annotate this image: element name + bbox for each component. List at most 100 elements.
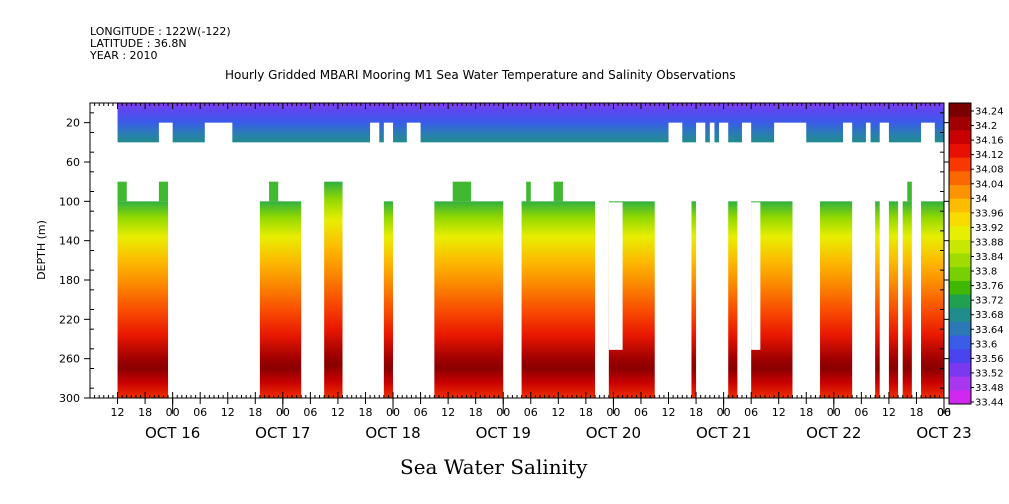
meta-longitude: LONGITUDE : 122W(-122) [90, 25, 231, 38]
deep-segment [383, 201, 394, 398]
surface-gap [842, 122, 853, 144]
deep-segment [820, 201, 853, 398]
x-tick-label: 06 [193, 406, 207, 419]
colorbar-swatch [949, 335, 971, 350]
deep-segment [691, 201, 697, 398]
colorbar-label: 33.96 [975, 208, 1004, 219]
colorbar-label: 33.48 [975, 383, 1004, 394]
surface-gap [719, 122, 729, 144]
colorbar-swatch [949, 226, 971, 241]
colorbar-swatch [949, 308, 971, 323]
colorbar-swatch [949, 185, 971, 200]
colorbar-label: 33.56 [975, 354, 1004, 365]
meta-latitude: LATITUDE : 36.8N [90, 37, 187, 50]
x-tick-label: 12 [662, 406, 676, 419]
colorbar-swatch [949, 294, 971, 309]
x-day-label: OCT 16 [145, 424, 200, 442]
x-day-label: OCT 19 [476, 424, 531, 442]
x-tick-label: 12 [111, 406, 125, 419]
deep-segment [921, 201, 944, 398]
colorbar-swatch [949, 267, 971, 282]
surface-gap [741, 122, 752, 144]
x-day-label: OCT 21 [696, 424, 751, 442]
colorbar: 34.24 34.2 34.16 34.12 34.08 34.04 34 33.96 33.9… [948, 102, 1004, 409]
x-tick-label: 06 [524, 406, 538, 419]
x-day-label: OCT 23 [916, 424, 971, 442]
colorbar-swatch [949, 362, 971, 378]
surface-gap [696, 122, 706, 144]
colorbar-label: 33.76 [975, 281, 1004, 292]
y-tick-label: 260 [59, 353, 80, 366]
surface-gap [879, 122, 889, 144]
surface-layer [117, 103, 944, 144]
colorbar-swatch [949, 103, 971, 118]
deep-segment [324, 181, 343, 398]
colorbar-swatch [949, 144, 971, 159]
deep-segment-hole [751, 202, 761, 350]
colorbar-label: 33.84 [975, 252, 1004, 263]
y-tick-label: 140 [59, 235, 80, 248]
y-tick-label: 60 [66, 156, 80, 169]
colorbar-label: 33.72 [975, 296, 1004, 307]
colorbar-label: 33.92 [975, 223, 1004, 234]
colorbar-swatch [949, 198, 971, 213]
x-tick-label: 12 [882, 406, 896, 419]
colorbar-swatch [949, 171, 971, 186]
deep-segment-top [117, 181, 127, 202]
colorbar-swatch [949, 116, 971, 131]
colorbar-swatch [949, 280, 971, 296]
x-tick-label: 12 [441, 406, 455, 419]
colorbar-label: 33.52 [975, 368, 1004, 379]
deep-segment-top [553, 181, 563, 202]
colorbar-swatch [949, 390, 971, 405]
colorbar-swatch [949, 239, 971, 254]
x-tick-label: 06 [744, 406, 758, 419]
deep-segment-top [452, 181, 472, 202]
surface-gap [921, 122, 935, 144]
colorbar-swatch [949, 321, 971, 337]
surface-gap [865, 122, 871, 144]
deep-segment [902, 201, 912, 398]
x-day-label: OCT 18 [365, 424, 420, 442]
deep-segment [259, 201, 302, 398]
x-tick-label: 18 [689, 406, 703, 419]
surface-gap [370, 122, 380, 144]
colorbar-label: 33.88 [975, 237, 1004, 248]
colorbar-label: 34.16 [975, 136, 1004, 147]
x-tick-label: 18 [579, 406, 593, 419]
surface-gap [406, 122, 421, 144]
surface-gap [158, 122, 173, 144]
deep-segment [728, 201, 738, 398]
deep-segment [521, 201, 596, 398]
surface-gap [204, 122, 233, 144]
x-tick-label: 06 [303, 406, 317, 419]
surface-gap [774, 122, 807, 144]
colorbar-swatch [949, 376, 971, 391]
colorbar-label: 33.68 [975, 310, 1004, 321]
deep-segment [875, 201, 880, 398]
deep-segment [888, 201, 899, 398]
x-tick-label: 18 [248, 406, 262, 419]
x-tick-label: 18 [138, 406, 152, 419]
deep-segment [434, 201, 504, 398]
colorbar-label: 34.2 [975, 121, 997, 132]
colorbar-label: 34.12 [975, 150, 1004, 161]
x-tick-label: 06 [854, 406, 868, 419]
y-tick-label: 220 [59, 313, 80, 326]
surface-gap [709, 122, 715, 144]
colorbar-label: 33.64 [975, 325, 1004, 336]
x-tick-label: 06 [414, 406, 428, 419]
x-day-label: OCT 20 [586, 424, 641, 442]
deep-segment-top [907, 181, 912, 202]
colorbar-frame [948, 102, 972, 405]
colorbar-label: 33.6 [975, 339, 997, 350]
colorbar-label: 34.08 [975, 165, 1004, 176]
y-tick-label: 300 [59, 392, 80, 405]
deep-segment-top [269, 181, 279, 202]
x-tick-label: 18 [469, 406, 483, 419]
x-day-label: OCT 22 [806, 424, 861, 442]
plot-frame [89, 102, 945, 399]
colorbar-swatch [949, 130, 971, 145]
deep-segment-hole [608, 202, 623, 350]
